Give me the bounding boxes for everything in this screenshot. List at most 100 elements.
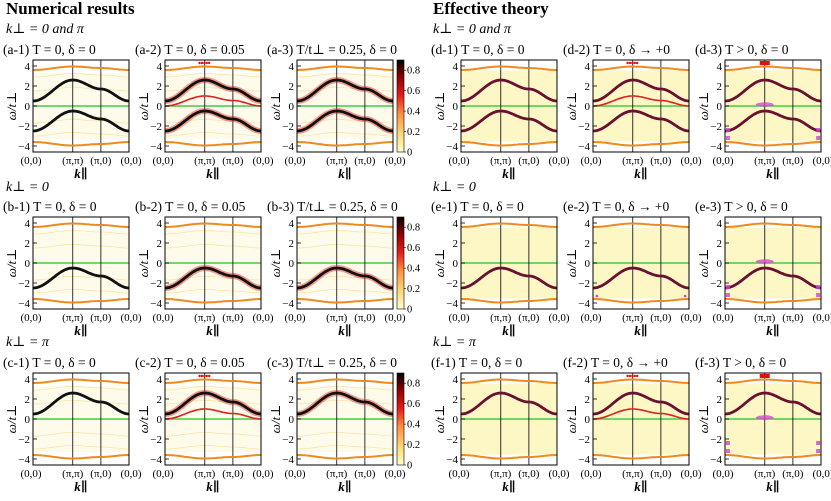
ytick-label-e-3-0: 0: [717, 258, 723, 270]
faint-band-a-2-0: [165, 73, 261, 78]
xtick-label-f-2-1: (π,π): [622, 468, 644, 480]
faint-band-a-1-1: [33, 87, 129, 92]
plot-content-b-2: [165, 217, 261, 309]
xtick-label-a-1-0: (0,0): [20, 155, 41, 167]
ytick-label-d-2--2: −2: [578, 121, 590, 133]
xtick-label-e-1-0: (0,0): [448, 312, 469, 324]
panel-label-b-3: (b-3) T/t⊥ = 0.25, δ = 0: [267, 199, 398, 214]
bottom-band-e-2: [593, 298, 689, 304]
heading-numerical: Numerical results: [6, 0, 135, 18]
panel-label-d-1: (d-1) T = 0, δ = 0: [431, 42, 525, 57]
ytick-label-c-1-0: 0: [25, 414, 31, 426]
heading-effective: Effective theory: [433, 0, 549, 18]
thermal-edge-d-3-3: [816, 128, 821, 132]
faint-band-b-1-2: [33, 276, 129, 281]
ytick-label-a-1--2: −2: [18, 121, 30, 133]
ytick-label-a-1--4: −4: [18, 141, 30, 153]
xtick-label-b-1-2: (π,0): [90, 312, 111, 324]
ylabel-e-3: ω/t⊥: [696, 249, 711, 278]
ytick-label-a-2-2: 2: [157, 81, 163, 93]
ytick-label-d-3-4: 4: [717, 61, 723, 73]
ytick-label-a-3-2: 2: [289, 81, 295, 93]
panel-label-b-1: (b-1) T = 0, δ = 0: [3, 199, 97, 214]
thermal-mid-mark-e-3: [755, 259, 774, 264]
bottom-band-e-3: [725, 298, 821, 304]
xlabel-f-2: k∥: [634, 479, 647, 494]
ylabel-c-2: ω/t⊥: [136, 405, 151, 434]
xtick-label-c-3-0: (0,0): [284, 468, 305, 480]
upper-band-d-1: [461, 65, 557, 71]
xtick-label-e-2-1: (π,π): [622, 312, 644, 324]
xtick-label-d-2-1: (π,π): [622, 155, 644, 167]
plot-content-d-3: [725, 60, 821, 152]
colorbar-label-b-3-4: 0.8: [407, 223, 420, 234]
bottom-band-c-2: [165, 454, 261, 460]
ytick-label-e-3--2: −2: [710, 278, 722, 290]
main-band-kpi-d-2: [593, 78, 689, 103]
main-band-kpi-a-1: [33, 78, 129, 103]
xtick-label-a-3-1: (π,π): [326, 155, 348, 167]
ytick-label-f-2-4: 4: [585, 374, 591, 386]
panel-label-f-1: (f-1) T = 0, δ = 0: [431, 355, 522, 370]
faint-band-a-2-1: [165, 87, 261, 92]
ytick-label-a-3-0: 0: [289, 101, 295, 113]
doping-mark-a-2-3: [205, 61, 208, 65]
xtick-label-d-2-0: (0,0): [580, 155, 601, 167]
xtick-label-c-1-1: (π,π): [62, 468, 84, 480]
colorbar-label-c-3-0: 0: [407, 461, 412, 472]
colorbar-c-3: [396, 372, 405, 466]
xtick-label-a-2-2: (π,0): [222, 155, 243, 167]
doping-mark-c-2-3: [205, 374, 208, 378]
colorbar-label-a-3-1: 0.2: [407, 127, 420, 138]
ytick-label-f-1-4: 4: [453, 374, 459, 386]
ytick-label-d-3-0: 0: [717, 101, 723, 113]
ytick-label-e-2--2: −2: [578, 278, 590, 290]
upper-band-a-1: [33, 65, 129, 71]
colorbar-label-b-3-2: 0.4: [407, 264, 421, 275]
ylabel-b-3: ω/t⊥: [268, 249, 283, 278]
doping-mark-f-2-0: [626, 374, 629, 378]
xtick-label-b-2-0: (0,0): [152, 312, 173, 324]
doping-mark-a-2-2: [203, 61, 206, 65]
doping-mark-f-2-3: [633, 374, 636, 378]
ytick-label-b-1-0: 0: [25, 258, 31, 270]
xlabel-c-2: k∥: [206, 479, 219, 494]
upper-band-e-2: [593, 222, 689, 228]
thermal-edge-f-3-3: [816, 441, 821, 445]
ylabel-f-1: ω/t⊥: [432, 405, 447, 434]
xtick-label-f-3-3: (0,0): [812, 468, 831, 480]
ytick-label-f-2-2: 2: [585, 394, 591, 406]
mid-band-a-2: [165, 95, 261, 107]
doping-mark-a-2-1: [200, 61, 204, 65]
faint-band-b-2-2: [165, 276, 261, 281]
upper-band-a-2: [165, 65, 261, 71]
main-band-k0-a-3: [297, 109, 393, 133]
ytick-label-a-2-4: 4: [157, 61, 163, 73]
faint-band-c-1-2: [33, 432, 129, 437]
ytick-label-e-1--2: −2: [446, 278, 458, 290]
ytick-label-c-2--2: −2: [150, 434, 162, 446]
bottom-band-a-1: [33, 141, 129, 147]
ytick-label-a-1-2: 2: [25, 81, 31, 93]
panel-label-c-2: (c-2) T = 0, δ = 0.05: [135, 355, 245, 370]
ytick-label-d-3-2: 2: [717, 81, 723, 93]
xlabel-b-3: k∥: [338, 323, 351, 338]
ytick-label-d-2--4: −4: [578, 141, 590, 153]
ytick-label-b-2-2: 2: [157, 238, 163, 250]
panel-a-3: (a-3) T/t⊥ = 0.25, δ = 0 −4 −2 0 2 4 ω/t⊥ (0,0)…: [267, 42, 421, 181]
faint-band-a-1-2: [33, 119, 129, 124]
bottom-band-f-2: [593, 454, 689, 460]
ytick-label-b-1--2: −2: [18, 278, 30, 290]
colorbar-a-3: [396, 59, 405, 153]
faint-band-a-3-1: [297, 87, 393, 92]
colorbar-label-c-3-3: 0.6: [407, 399, 420, 410]
thermal-edge-f-3-1: [816, 449, 821, 453]
xtick-label-d-3-1: (π,π): [754, 155, 776, 167]
ytick-label-c-1--4: −4: [18, 454, 30, 466]
panel-label-a-2: (a-2) T = 0, δ = 0.05: [135, 42, 245, 57]
bottom-band-e-1: [461, 298, 557, 304]
upper-band-e-3: [725, 222, 821, 228]
ytick-label-e-2-0: 0: [585, 258, 591, 270]
ylabel-d-2: ω/t⊥: [564, 92, 579, 121]
doping-mark-c-2-0: [198, 374, 201, 378]
